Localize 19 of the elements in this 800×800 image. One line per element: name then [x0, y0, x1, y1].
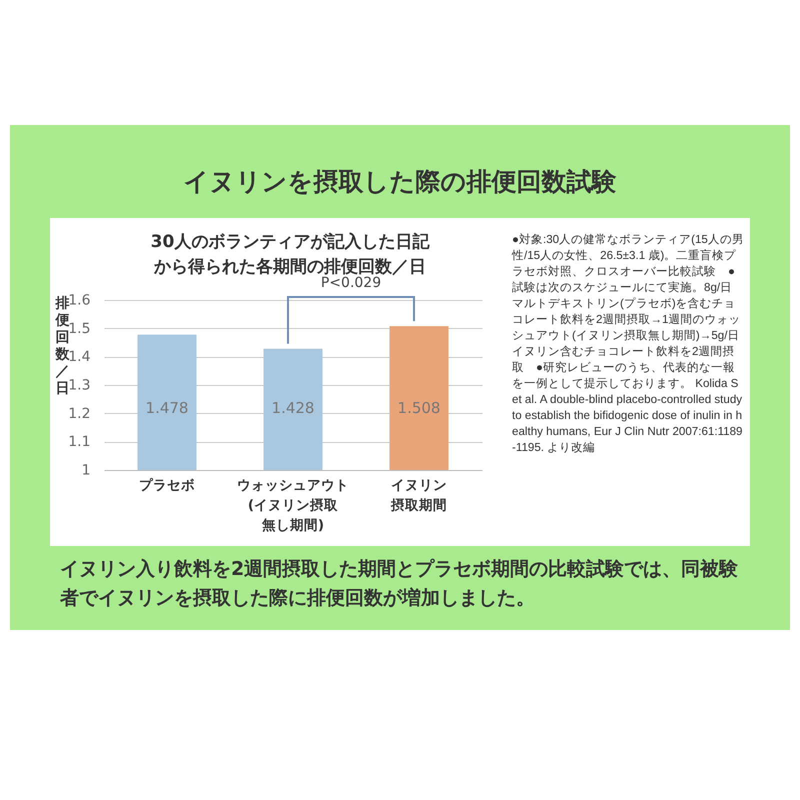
text: イヌリン入り飲料を2週間摂取した期間とプラセボ期間の比較試験では、同被験者でイヌリンを摂取した際に排便回数が増加しました。 — [60, 557, 740, 610]
x-tick-label: プラセボ — [139, 476, 195, 494]
y-tick-label: 1.2 — [68, 406, 90, 422]
y-tick-label: 1.5 — [68, 320, 90, 337]
chart-title: イヌリンを摂取した際の排便回数試験 — [182, 166, 618, 198]
data-label: 1.428 — [272, 399, 314, 417]
text: P<0.029 — [320, 275, 382, 291]
data-label: 1.508 — [398, 399, 440, 417]
y-tick-label: 1.6 — [68, 292, 91, 308]
y-tick-label: 1.1 — [68, 434, 90, 450]
data-label: 1.478 — [146, 399, 188, 417]
y-tick-label: 1.3 — [68, 378, 90, 394]
text: ●対象:30人の健常なボランティア(15人の男性/15人の女性、26.5±3.1 歳)。二重盲検プラセボ対照、クロスオーバー比較試験 ●試験は次のスケジュールにて実施。8g/日マルトデキストリン(プラセボ)を含むチョコレート飲料を2週間摂取→1週間のウォッシュアウト(イヌリン摂取無し期間)→5g/日イヌリン含むチョコレート飲料を2週間摂取 ●研究レビューのうち、代表的な一報を一例として提示しております。 Kolida S et al. A double-blind placebo-controlled study to establish the bifidogenic dose of inulin in healthy humans, Eur J Clin Nutr 2007:61:1189-1195. より改編 — [512, 233, 744, 454]
y-axis-title: 排便回数／日 — [54, 296, 70, 396]
x-tick-label: イヌリン摂取期間 — [390, 478, 447, 514]
chart-subtitle: 30人のボランティアが記入した日記から得られた各期間の排便回数／日 — [150, 231, 430, 277]
y-tick-label: 1 — [82, 462, 90, 478]
y-tick-label: 1.4 — [68, 349, 91, 366]
x-tick-label: ウォッシュアウト(イヌリン摂取無し期間) — [237, 478, 349, 534]
